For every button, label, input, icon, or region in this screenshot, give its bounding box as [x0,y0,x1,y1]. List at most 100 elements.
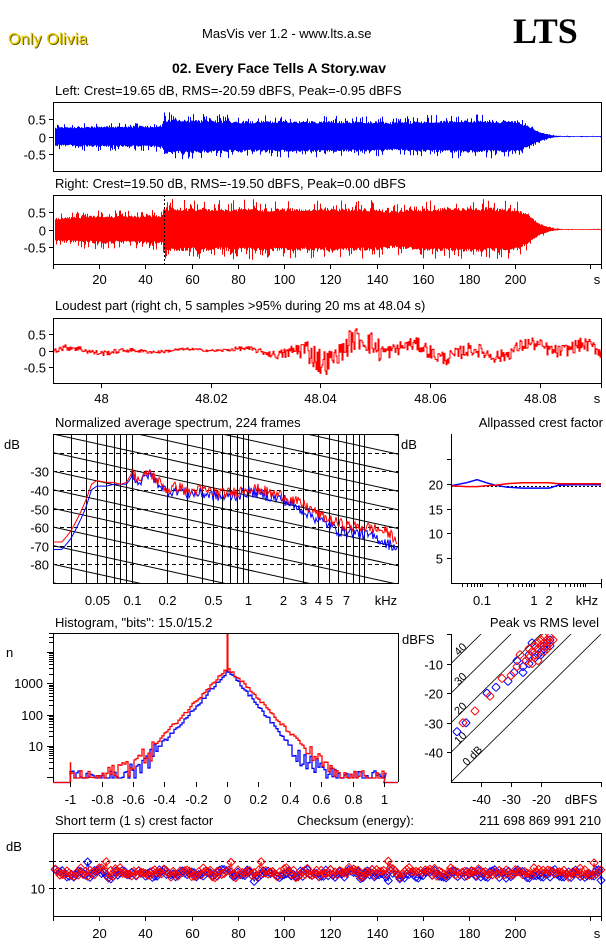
right-crest-point [108,871,118,881]
right-crest-point [309,869,319,879]
right-scatter-point [536,635,546,645]
x-tick-label: 0.4 [281,792,299,807]
spectrum-chart: Normalized average spectrum, 224 frames d… [4,415,399,752]
right-crest-point [187,871,197,882]
plot-frame [53,833,602,917]
y-tick-label: -60 [30,521,49,536]
x-tick-label: 7 [343,593,350,608]
right-crest-point [517,869,528,880]
right-scatter-point [497,674,507,683]
right-crest-point [339,868,350,878]
waveform-left-chart: Left: Crest=19.65 dB, RMS=-20.59 dBFS, P… [24,83,602,172]
right-crest-point [228,870,239,880]
x-axis-label: dBFS [565,792,598,807]
x-tick-label: 0.1 [473,593,491,608]
right-scatter-point [521,656,531,665]
chart-title: Loudest part (right ch, 5 samples >95% d… [55,298,425,313]
left-scatter-point [530,653,540,663]
x-tick-label: 0.1 [123,593,141,608]
right-crest-point [251,871,262,882]
right-crest-point [163,868,174,878]
right-crest-point [256,857,266,867]
right-crest-point [59,870,70,880]
x-tick-label: 80 [231,926,245,941]
left-scatter-point [452,727,462,737]
y-tick-label: 10 [429,527,443,542]
y-tick-label: -0.5 [24,241,46,256]
right-crest-point [224,865,234,875]
x-tick-label: 48.06 [414,391,447,406]
slope-line [53,657,398,733]
chart-title: Histogram, "bits": 15.0/15.2 [55,615,212,630]
left-crest-point [99,867,109,878]
right-scatter-point [524,653,534,663]
right-scatter-point [512,662,522,671]
x-tick-label: 120 [320,272,342,287]
right-scatter-point [539,647,549,657]
right-crest-point [351,866,361,876]
chart-title: Short term (1 s) crest factor [55,813,214,828]
crest-line [451,634,601,782]
right-scatter-point [542,644,552,654]
x-tick-label: 100 [274,272,296,287]
left-scatter-point [536,650,546,660]
right-crest-point [133,866,144,876]
left-crest-point [596,875,606,885]
right-crest-point [496,867,507,877]
left-scatter-point [545,635,555,645]
slope-line [53,434,398,511]
right-crest-point [554,867,565,877]
y-tick-label: -30 [424,717,443,732]
left-scatter-point [509,668,519,677]
x-tick-label: 1 [530,593,537,608]
crest-line [451,634,572,753]
right-crest-point [325,864,336,875]
left-crest-line [450,478,601,489]
slope-line [135,434,398,492]
x-tick-label: -40 [472,792,491,807]
x-tick-label: 3 [300,593,307,608]
right-crest-point [168,866,178,877]
right-crest-point [543,865,553,875]
right-crest-point [94,863,104,873]
right-crest-point [284,867,294,877]
chart-title: Allpassed crest factor [479,415,604,430]
right-crest-point [580,865,590,875]
right-spectrum-line [54,468,398,545]
slope-line [53,470,398,548]
right-crest-point [89,869,100,880]
y-axis-label: dBFS [402,632,435,647]
y-tick-label: -50 [30,503,49,518]
x-tick-label: 1 [381,792,388,807]
right-scatter-point [545,638,555,648]
left-scatter-point [503,677,513,686]
loudest-waveform [52,328,602,375]
right-histogram-line [53,668,398,784]
x-tick-label: 140 [367,926,389,941]
right-crest-point [443,867,454,877]
x-tick-label: 48.04 [304,391,337,406]
right-crest-point [441,871,451,881]
right-crest-point [591,869,602,879]
x-tick-label: -0.2 [185,792,207,807]
right-crest-point [268,866,278,877]
right-waveform [55,199,601,260]
x-tick-label: 20 [92,272,106,287]
left-scatter-point [482,688,492,698]
crest-line-label: 20 [452,700,469,717]
y-tick-label: 5 [436,552,443,567]
left-scatter-point [518,662,528,671]
left-scatter-point [527,647,537,657]
y-tick-label: 0.5 [28,328,46,343]
slope-line [53,563,141,583]
right-crest-point [390,866,400,876]
lts-logo: LTS [513,11,578,51]
slope-line [304,434,398,455]
crest-line-label: 40 [452,641,469,658]
x-tick-label: 2 [280,593,287,608]
left-scatter-point [491,682,501,692]
slope-line [53,676,398,752]
